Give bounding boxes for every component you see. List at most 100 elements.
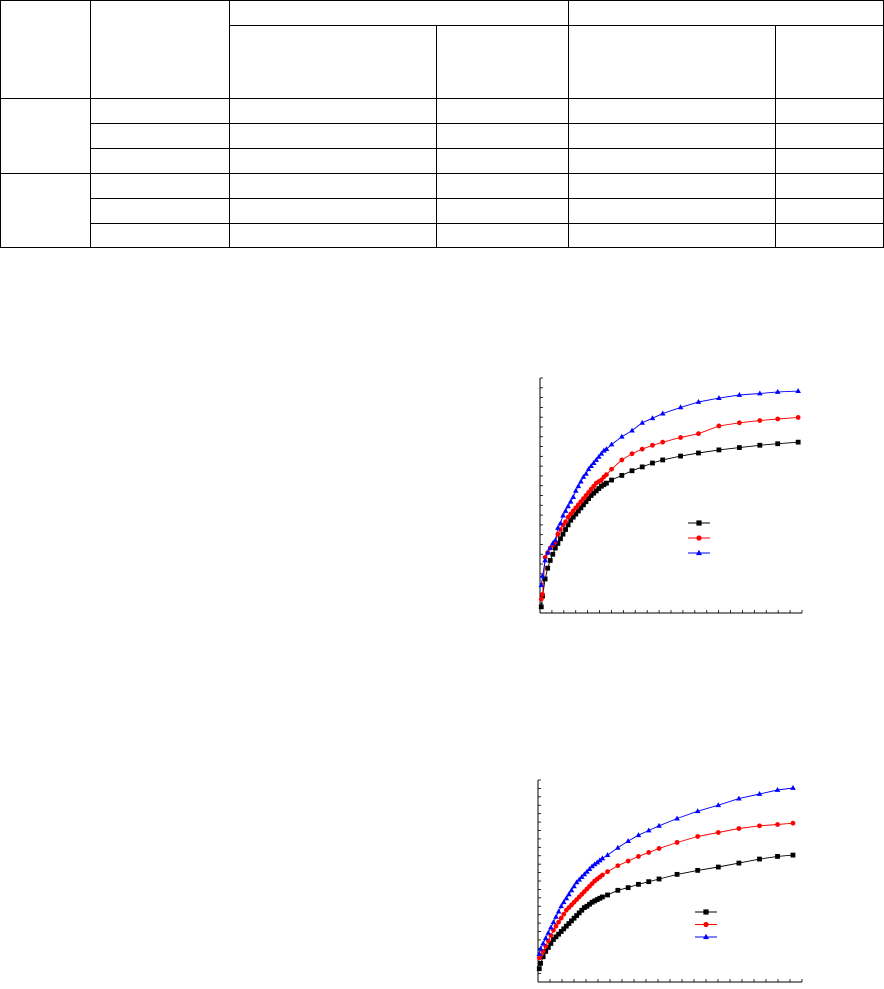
circle-marker [625,858,631,864]
circle-marker [629,451,635,457]
square-marker [552,545,558,551]
square-marker [573,511,579,517]
triangle-marker [594,859,601,865]
triangle-marker [695,398,702,404]
triangle-marker [567,498,574,504]
square-marker [536,966,542,972]
square-marker [757,856,762,862]
square-marker [578,505,584,511]
triangle-marker [590,460,597,465]
axes [537,779,803,983]
triangle-marker [540,940,546,946]
triangle-marker [639,419,646,425]
square-marker [584,903,590,909]
triangle-marker [584,868,590,874]
square-marker [591,490,597,496]
triangle-marker [756,790,763,796]
triangle-marker [549,540,556,546]
square-marker [593,488,599,494]
square-marker [583,499,589,505]
square-marker [736,445,742,450]
triangle-marker [547,545,554,550]
triangle-marker [677,404,684,410]
triangle-marker [573,879,580,885]
legend [695,909,717,940]
triangle-marker [588,463,594,469]
circle-marker [636,854,641,859]
circle-marker [639,446,645,452]
square-marker [646,879,652,885]
triangle-marker [542,557,548,563]
triangle-marker [774,786,781,792]
triangle-marker [694,808,701,814]
triangle-marker [545,929,552,935]
square-marker [558,929,564,934]
series-line-1 [538,822,794,959]
square-marker [545,565,551,571]
triangle-marker [591,861,598,867]
triangle-marker [603,446,610,452]
triangle-marker [558,903,564,909]
square-marker [601,482,607,488]
square-marker [596,486,602,491]
triangle-marker [580,473,587,479]
circle-marker [542,554,548,560]
series-markers [538,388,801,610]
circle-marker [695,834,701,839]
triangle-marker [615,844,621,850]
triangle-marker [649,415,656,421]
triangle-marker [571,883,577,889]
square-marker [548,941,554,946]
square-marker [589,899,595,905]
triangle-marker [575,483,582,489]
circle-marker [604,472,609,478]
square-marker [604,480,609,486]
triangle-marker [539,572,546,578]
square-marker [795,439,801,445]
square-marker [625,885,631,891]
circle-marker [650,442,655,448]
triangle-marker [696,549,702,556]
square-marker [555,541,561,546]
series-line-0 [540,441,799,607]
square-marker [568,517,574,523]
square-marker [543,949,549,954]
square-marker [538,960,543,966]
square-marker [615,887,621,893]
triangle-marker [790,784,796,790]
square-marker [609,477,614,483]
square-marker [775,441,781,447]
triangle-marker [566,891,572,897]
triangle-marker [629,427,635,433]
triangle-marker [774,388,781,394]
square-marker [696,450,701,456]
chart-top [538,377,803,614]
square-marker [556,931,562,937]
triangle-marker [586,866,593,871]
square-marker [587,901,592,907]
table-grid [0,0,884,248]
circle-marker [646,850,652,855]
circle-marker [555,531,561,537]
triangle-marker [736,795,742,801]
axes [539,377,803,614]
triangle-marker [757,390,763,396]
series-line-2 [538,787,794,955]
triangle-marker [715,802,722,808]
square-marker [636,881,641,887]
square-marker [598,483,604,489]
square-marker [558,536,563,542]
square-marker [551,937,556,942]
triangle-marker [618,433,625,439]
triangle-marker [795,388,801,394]
triangle-marker [576,876,583,882]
circle-marker [605,869,610,875]
triangle-marker [570,494,577,499]
triangle-marker [562,507,569,513]
data-table [0,0,884,248]
square-marker [592,898,598,904]
triangle-marker [555,524,561,530]
square-marker [599,894,605,900]
circle-marker [696,535,702,541]
circle-marker [678,435,683,440]
